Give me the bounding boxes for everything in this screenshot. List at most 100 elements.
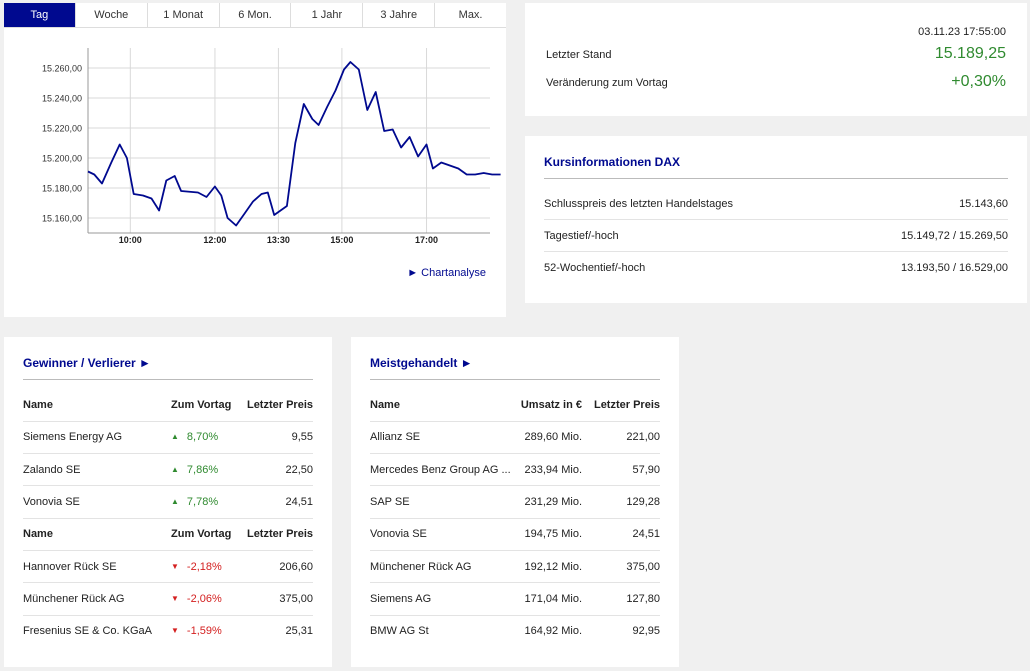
change-value: 7,86%	[186, 463, 219, 476]
table-row[interactable]: Vonovia SE 194,75 Mio. 24,51	[370, 518, 660, 551]
volume-value: 164,92 Mio.	[524, 625, 582, 638]
stock-name[interactable]: Vonovia SE	[370, 518, 512, 551]
triangle-up-icon: ▲	[171, 464, 179, 474]
table-row[interactable]: Allianz SE 289,60 Mio. 221,00	[370, 421, 660, 455]
info-value: 15.149,72 / 15.269,50	[900, 229, 1008, 242]
stock-name[interactable]: Siemens AG	[370, 582, 512, 616]
y-tick-label: 15.180,00	[42, 184, 82, 194]
table-row[interactable]: Fresenius SE & Co. KGaA ▼ -1,59% 25,31	[23, 615, 313, 647]
volume-value: 194,75 Mio.	[512, 518, 582, 551]
col-header-name: Name	[23, 518, 171, 551]
price-value: 375,00	[243, 582, 313, 616]
tab-3-jahre[interactable]: 3 Jahre	[363, 3, 436, 27]
x-tick-label: 15:00	[330, 235, 353, 245]
change-value: 8,70%	[186, 431, 219, 444]
x-tick-label: 13:30	[267, 235, 290, 245]
tab-6-mon[interactable]: 6 Mon.	[220, 3, 292, 27]
stock-name[interactable]: Zalando SE	[23, 453, 171, 487]
volume-value: 231,29 Mio.	[512, 485, 582, 519]
volume-value: 171,04 Mio.	[512, 582, 582, 616]
y-tick-label: 15.220,00	[42, 124, 82, 134]
volume-value: 289,60 Mio.	[512, 421, 582, 455]
info-label: Tagestief/-hoch	[544, 229, 619, 242]
tab-woche[interactable]: Woche	[76, 3, 148, 27]
stock-name[interactable]: SAP SE	[370, 485, 512, 519]
series-line	[87, 61, 501, 227]
timeframe-tabs: Tag Woche 1 Monat 6 Mon. 1 Jahr 3 Jahre Max.	[4, 3, 506, 28]
col-header-name: Name	[23, 389, 171, 422]
stock-name[interactable]: Münchener Rück AG	[23, 582, 171, 616]
winners-header-row: Name Zum Vortag Letzter Preis	[23, 389, 313, 422]
price-value: 206,60	[243, 550, 313, 584]
info-label: 52-Wochentief/-hoch	[544, 262, 646, 274]
table-row[interactable]: BMW AG St 164,92 Mio. 92,95	[370, 615, 660, 647]
most-traded-title[interactable]: Meistgehandelt ►	[370, 356, 473, 370]
table-row[interactable]: Mercedes Benz Group AG ... 233,94 Mio. 57,…	[370, 453, 660, 487]
info-label: Schlusspreis des letzten Handelstages	[544, 197, 733, 210]
change-value: -2,06%	[186, 592, 222, 605]
info-value: 13.193,50 / 16.529,00	[900, 262, 1008, 274]
triangle-up-icon: ▲	[171, 497, 179, 507]
price-value: 375,00	[582, 550, 660, 584]
triangle-down-icon: ▼	[171, 561, 179, 571]
y-tick-label: 15.160,00	[42, 214, 82, 224]
change-cell: ▲ 8,70%	[171, 421, 243, 455]
col-header-name: Name	[370, 389, 512, 422]
volume-value: 192,12 Mio.	[512, 550, 582, 584]
col-header-price: Letzter Preis	[243, 389, 313, 422]
table-row[interactable]: Siemens AG 171,04 Mio. 127,80	[370, 582, 660, 616]
stock-name[interactable]: Siemens Energy AG	[23, 421, 171, 455]
info-value: 15.143,60	[959, 197, 1008, 210]
stock-name[interactable]: Allianz SE	[370, 421, 512, 455]
chartanalyse-link[interactable]: ► Chartanalyse	[407, 267, 486, 279]
change-cell: ▼ -2,18%	[171, 550, 243, 584]
price-value: 127,80	[582, 582, 660, 616]
gainers-losers-panel: Gewinner / Verlierer ► Name Zum Vortag Let…	[4, 337, 332, 667]
tab-max[interactable]: Max.	[458, 9, 483, 21]
chart-panel: Tag Woche 1 Monat 6 Mon. 1 Jahr 3 Jahre Max. 1…	[4, 3, 506, 317]
table-row[interactable]: SAP SE 231,29 Mio. 129,28	[370, 485, 660, 519]
tab-1-jahr[interactable]: 1 Jahr	[291, 3, 364, 27]
stock-name[interactable]: Mercedes Benz Group AG ...	[370, 453, 512, 487]
title-divider	[544, 178, 1008, 179]
price-value: 24,51	[582, 518, 660, 551]
change-cell: ▼ -2,06%	[171, 582, 243, 616]
table-row[interactable]: Münchener Rück AG 192,12 Mio. 375,00	[370, 550, 660, 584]
price-value: 57,90	[582, 453, 660, 487]
table-row[interactable]: Münchener Rück AG ▼ -2,06% 375,00	[23, 582, 313, 616]
change-value: -2,18%	[186, 560, 222, 573]
change-value: -1,59%	[186, 625, 222, 638]
change-value: +0,30%	[951, 73, 1006, 90]
change-cell: ▲ 7,78%	[171, 485, 243, 519]
volume-value: 233,94 Mio.	[512, 453, 582, 487]
stock-name[interactable]: BMW AG St	[370, 625, 429, 638]
gainers-losers-title[interactable]: Gewinner / Verlierer ►	[23, 356, 151, 370]
col-header-change: Zum Vortag	[171, 518, 243, 551]
stock-name[interactable]: Fresenius SE & Co. KGaA	[23, 625, 152, 638]
title-divider	[23, 379, 313, 380]
tab-tag[interactable]: Tag	[4, 3, 76, 27]
col-header-price: Letzter Preis	[582, 389, 660, 422]
info-title: Kursinformationen DAX	[544, 155, 681, 169]
table-row[interactable]: Zalando SE ▲ 7,86% 22,50	[23, 453, 313, 487]
change-cell: ▼ -1,59%	[171, 615, 243, 647]
price-value: 92,95	[632, 625, 660, 638]
table-row[interactable]: Vonovia SE ▲ 7,78% 24,51	[23, 485, 313, 519]
price-value: 221,00	[582, 421, 660, 455]
info-row: Schlusspreis des letzten Handelstages 15.…	[544, 188, 1008, 220]
table-row[interactable]: Hannover Rück SE ▼ -2,18% 206,60	[23, 550, 313, 584]
quote-timestamp: 03.11.23 17:55:00	[918, 26, 1006, 38]
stock-name[interactable]: Vonovia SE	[23, 485, 171, 519]
x-tick-label: 10:00	[119, 235, 142, 245]
intraday-chart: 15.160,00 15.180,00 15.200,00 15.220,00 15.2…	[42, 48, 501, 245]
last-price-label: Letzter Stand	[546, 49, 612, 61]
triangle-down-icon: ▼	[171, 593, 179, 603]
stock-name[interactable]: Hannover Rück SE	[23, 550, 171, 584]
price-value: 9,55	[243, 421, 313, 455]
table-row[interactable]: Siemens Energy AG ▲ 8,70% 9,55	[23, 421, 313, 455]
losers-header-row: Name Zum Vortag Letzter Preis	[23, 518, 313, 551]
triangle-down-icon: ▼	[171, 626, 179, 636]
tab-1-monat[interactable]: 1 Monat	[148, 3, 220, 27]
y-tick-label: 15.260,00	[42, 64, 82, 74]
stock-name[interactable]: Münchener Rück AG	[370, 550, 512, 584]
